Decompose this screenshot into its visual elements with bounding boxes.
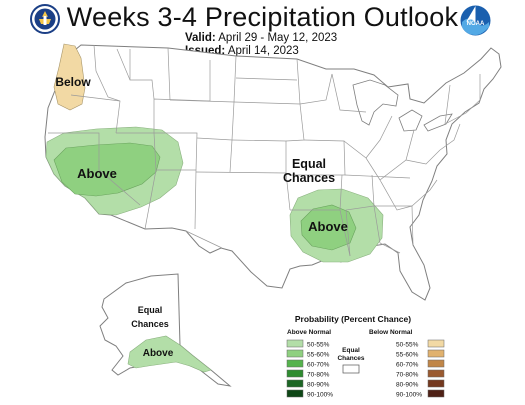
legend: Probability (Percent Chance) Above Norma… xyxy=(286,314,445,399)
label-above-west: Above xyxy=(77,166,117,181)
legend-above-swatch-2 xyxy=(286,359,304,368)
legend-below-range-0: 50-55% xyxy=(396,342,419,349)
legend-equal-label-1: Equal xyxy=(342,347,360,354)
legend-equal-label-2: Chances xyxy=(337,355,364,362)
valid-label: Valid: xyxy=(185,32,216,44)
alaska-land xyxy=(99,273,232,387)
state-boundaries xyxy=(48,44,481,257)
label-equal-alaska-2: Chances xyxy=(131,319,169,329)
legend-above-swatch-1 xyxy=(286,349,304,358)
legend-below-range-2: 60-70% xyxy=(396,362,419,369)
legend-above-range-5: 90-100% xyxy=(307,392,333,399)
legend-below-range-3: 70-80% xyxy=(396,372,419,379)
valid-value: April 29 - May 12, 2023 xyxy=(218,32,338,44)
legend-below-swatch-3 xyxy=(427,369,445,378)
legend-below-range-5: 90-100% xyxy=(396,392,422,399)
noaa-logo-icon: NOAA xyxy=(460,5,491,36)
legend-above-swatch-4 xyxy=(286,379,304,388)
legend-above-range-3: 70-80% xyxy=(307,372,330,379)
above-55-area-west xyxy=(53,142,161,197)
legend-below-swatch-0 xyxy=(427,339,445,348)
label-equal-alaska-1: Equal xyxy=(138,305,163,315)
legend-above-swatch-5 xyxy=(286,389,304,398)
label-below-pacific-nw: Below xyxy=(55,75,91,89)
legend-above-swatch-3 xyxy=(286,369,304,378)
above-50-area-alaska xyxy=(127,335,212,373)
label-equal-central-2: Chances xyxy=(283,171,335,185)
legend-below-range-1: 55-60% xyxy=(396,352,419,359)
legend-below-range-4: 80-90% xyxy=(396,382,419,389)
legend-above-range-0: 50-55% xyxy=(307,342,330,349)
noaa-logo-text: NOAA xyxy=(467,21,485,27)
great-lakes xyxy=(352,79,453,132)
legend-below-swatch-1 xyxy=(427,349,445,358)
above-55-area-mid-south xyxy=(300,204,357,251)
legend-title: Probability (Percent Chance) xyxy=(295,314,411,324)
legend-equal-swatch xyxy=(342,364,360,374)
legend-above-range-2: 60-70% xyxy=(307,362,330,369)
label-equal-central-1: Equal xyxy=(292,157,326,171)
legend-below-rows: 50-55% 55-60% 60-70% 70-80% 80-90% 90-100% xyxy=(396,339,445,399)
legend-below-swatch-5 xyxy=(427,389,445,398)
label-above-alaska: Above xyxy=(143,348,174,359)
label-above-mid-south: Above xyxy=(308,219,348,234)
valid-dates: Valid: April 29 - May 12, 2023 xyxy=(185,32,337,44)
issued-value: April 14, 2023 xyxy=(227,45,299,57)
legend-below-header: Below Normal xyxy=(369,329,413,336)
legend-above-swatch-0 xyxy=(286,339,304,348)
commerce-seal-icon xyxy=(30,4,60,34)
legend-above-range-4: 80-90% xyxy=(307,382,330,389)
legend-below-swatch-2 xyxy=(427,359,445,368)
legend-above-rows: 50-55% 55-60% 60-70% 70-80% 80-90% 90-100% xyxy=(286,339,333,399)
legend-above-header: Above Normal xyxy=(287,329,331,336)
below-area-pacific-nw xyxy=(53,43,86,111)
map-labels: Below Above Equal Chances Above Equal Ch… xyxy=(55,75,348,359)
legend-below-swatch-4 xyxy=(427,379,445,388)
legend-above-range-1: 55-60% xyxy=(307,352,330,359)
page-title: Weeks 3-4 Precipitation Outlook xyxy=(66,2,459,32)
